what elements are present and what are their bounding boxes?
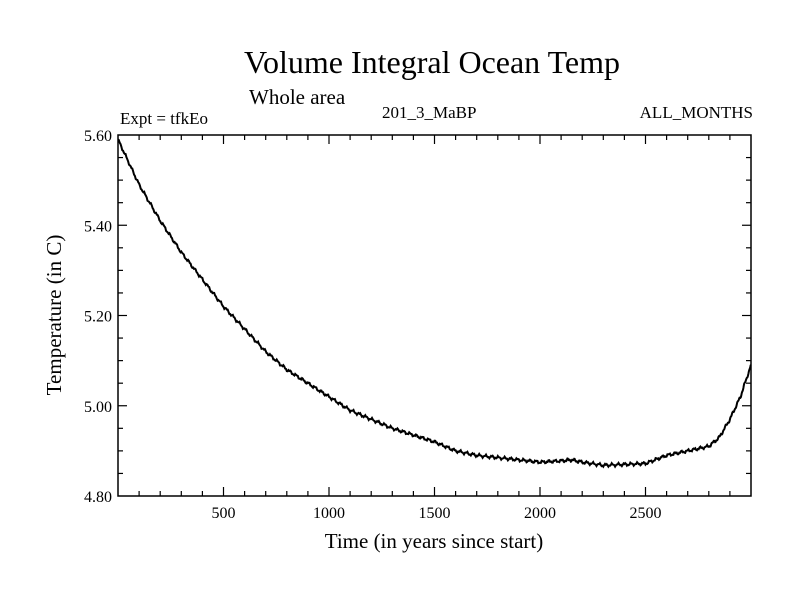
y-tick-label: 4.80	[84, 489, 112, 506]
run-label: 201_3_MaBP	[382, 103, 476, 122]
chart-title: Volume Integral Ocean Temp	[244, 44, 620, 80]
series-line	[117, 138, 752, 469]
x-tick-label: 1000	[313, 505, 345, 522]
y-axis-label: Temperature (in C)	[42, 235, 66, 396]
x-tick-label: 1500	[419, 505, 451, 522]
y-tick-label: 5.60	[84, 128, 112, 145]
period-label: ALL_MONTHS	[640, 103, 753, 122]
plot-area	[117, 134, 752, 497]
x-axis-label: Time (in years since start)	[325, 529, 544, 553]
y-tick-label: 5.40	[84, 218, 112, 235]
chart-subtitle: Whole area	[249, 85, 346, 109]
y-tick-label: 5.00	[84, 399, 112, 416]
x-tick-label: 2500	[630, 505, 662, 522]
x-tick-label: 2000	[524, 505, 556, 522]
axis-ticks	[118, 135, 751, 496]
experiment-label: Expt = tfkEo	[120, 109, 208, 128]
y-tick-label: 5.20	[84, 309, 112, 326]
x-tick-label: 500	[212, 505, 236, 522]
